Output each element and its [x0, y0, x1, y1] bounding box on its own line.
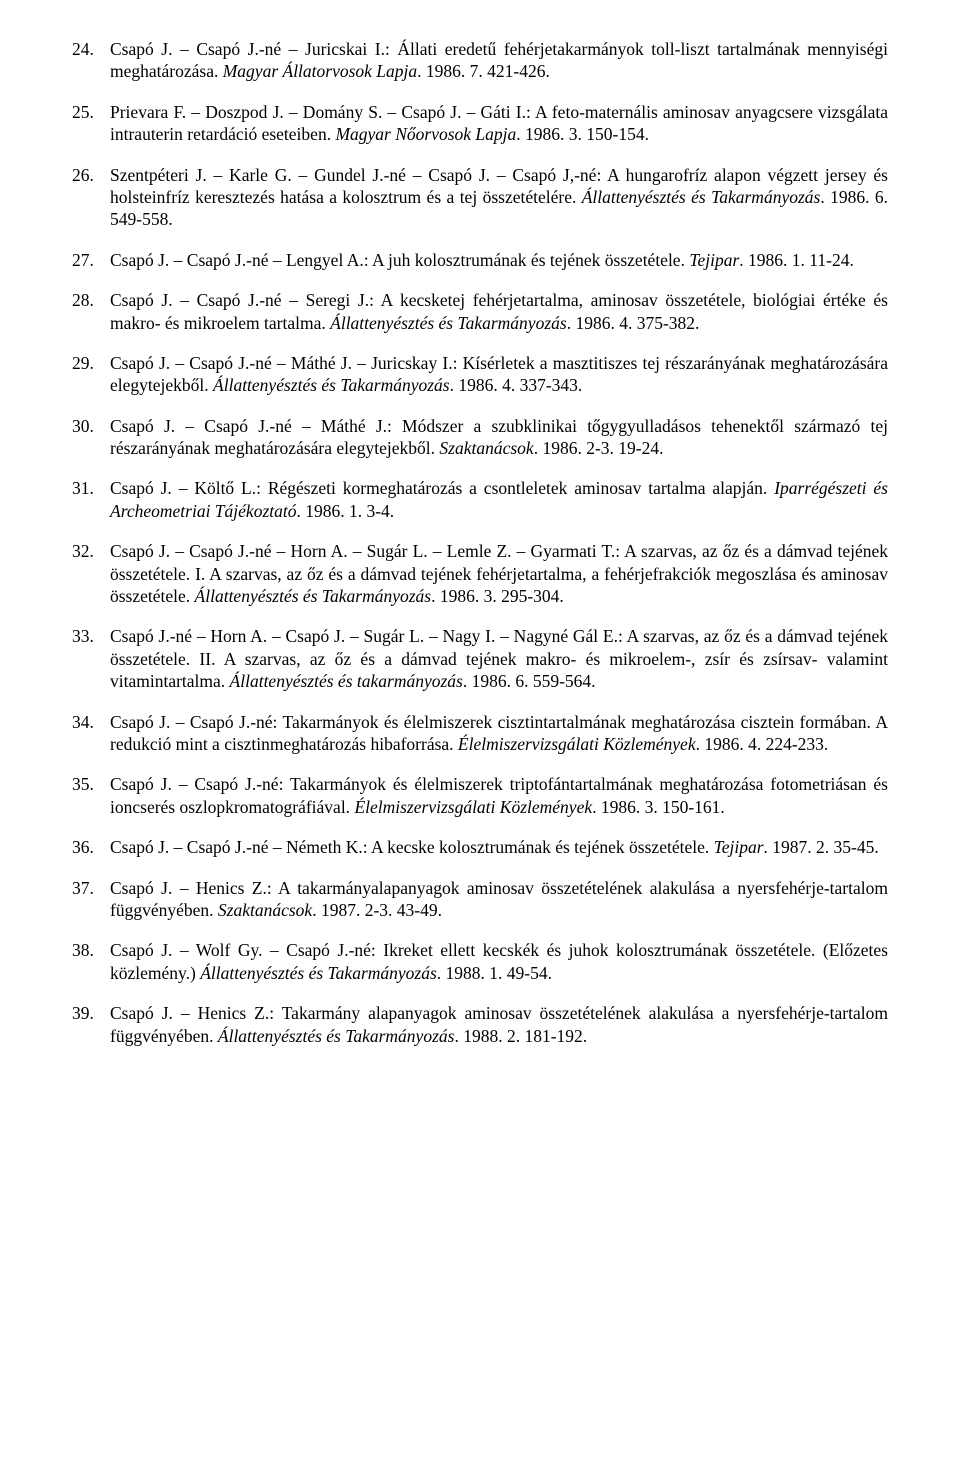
- document-page: 24.Csapó J. – Csapó J.-né – Juricskai I.…: [0, 0, 960, 1113]
- reference-number: 37.: [72, 877, 110, 899]
- reference-text: Csapó J. – Csapó J.-né: Takarmányok és é…: [110, 711, 888, 756]
- reference-text: Csapó J. – Henics Z.: Takarmány alapanya…: [110, 1002, 888, 1047]
- reference-item: 39.Csapó J. – Henics Z.: Takarmány alapa…: [72, 1002, 888, 1047]
- reference-text: Csapó J. – Henics Z.: A takarmányalapany…: [110, 877, 888, 922]
- reference-item: 38.Csapó J. – Wolf Gy. – Csapó J.-né: Ik…: [72, 939, 888, 984]
- reference-item: 30.Csapó J. – Csapó J.-né – Máthé J.: Mó…: [72, 415, 888, 460]
- reference-text: Csapó J. – Csapó J.-né – Horn A. – Sugár…: [110, 540, 888, 607]
- reference-item: 28.Csapó J. – Csapó J.-né – Seregi J.: A…: [72, 289, 888, 334]
- reference-number: 34.: [72, 711, 110, 733]
- reference-number: 32.: [72, 540, 110, 562]
- reference-item: 35.Csapó J. – Csapó J.-né: Takarmányok é…: [72, 773, 888, 818]
- reference-text: Csapó J. – Csapó J.-né – Lengyel A.: A j…: [110, 249, 888, 271]
- reference-number: 33.: [72, 625, 110, 647]
- reference-item: 27.Csapó J. – Csapó J.-né – Lengyel A.: …: [72, 249, 888, 271]
- reference-list: 24.Csapó J. – Csapó J.-né – Juricskai I.…: [72, 38, 888, 1047]
- reference-number: 36.: [72, 836, 110, 858]
- reference-text: Csapó J. – Csapó J.-né – Máthé J.: Módsz…: [110, 415, 888, 460]
- reference-number: 28.: [72, 289, 110, 311]
- reference-item: 29.Csapó J. – Csapó J.-né – Máthé J. – J…: [72, 352, 888, 397]
- reference-number: 31.: [72, 477, 110, 499]
- reference-number: 38.: [72, 939, 110, 961]
- reference-text: Csapó J. – Csapó J.-né – Németh K.: A ke…: [110, 836, 888, 858]
- reference-number: 24.: [72, 38, 110, 60]
- reference-text: Csapó J. – Wolf Gy. – Csapó J.-né: Ikrek…: [110, 939, 888, 984]
- reference-text: Csapó J. – Csapó J.-né: Takarmányok és é…: [110, 773, 888, 818]
- reference-item: 24.Csapó J. – Csapó J.-né – Juricskai I.…: [72, 38, 888, 83]
- reference-item: 37.Csapó J. – Henics Z.: A takarmányalap…: [72, 877, 888, 922]
- reference-text: Csapó J. – Csapó J.-né – Seregi J.: A ke…: [110, 289, 888, 334]
- reference-text: Csapó J.-né – Horn A. – Csapó J. – Sugár…: [110, 625, 888, 692]
- reference-number: 27.: [72, 249, 110, 271]
- reference-item: 31.Csapó J. – Költő L.: Régészeti kormeg…: [72, 477, 888, 522]
- reference-text: Csapó J. – Költő L.: Régészeti kormeghat…: [110, 477, 888, 522]
- reference-text: Csapó J. – Csapó J.-né – Máthé J. – Juri…: [110, 352, 888, 397]
- reference-item: 32.Csapó J. – Csapó J.-né – Horn A. – Su…: [72, 540, 888, 607]
- reference-item: 25.Prievara F. – Doszpod J. – Domány S. …: [72, 101, 888, 146]
- reference-text: Prievara F. – Doszpod J. – Domány S. – C…: [110, 101, 888, 146]
- reference-text: Szentpéteri J. – Karle G. – Gundel J.-né…: [110, 164, 888, 231]
- reference-number: 35.: [72, 773, 110, 795]
- reference-item: 34.Csapó J. – Csapó J.-né: Takarmányok é…: [72, 711, 888, 756]
- reference-number: 29.: [72, 352, 110, 374]
- reference-number: 39.: [72, 1002, 110, 1024]
- reference-item: 36.Csapó J. – Csapó J.-né – Németh K.: A…: [72, 836, 888, 858]
- reference-number: 25.: [72, 101, 110, 123]
- reference-text: Csapó J. – Csapó J.-né – Juricskai I.: Á…: [110, 38, 888, 83]
- reference-number: 30.: [72, 415, 110, 437]
- reference-number: 26.: [72, 164, 110, 186]
- reference-item: 33.Csapó J.-né – Horn A. – Csapó J. – Su…: [72, 625, 888, 692]
- reference-item: 26.Szentpéteri J. – Karle G. – Gundel J.…: [72, 164, 888, 231]
